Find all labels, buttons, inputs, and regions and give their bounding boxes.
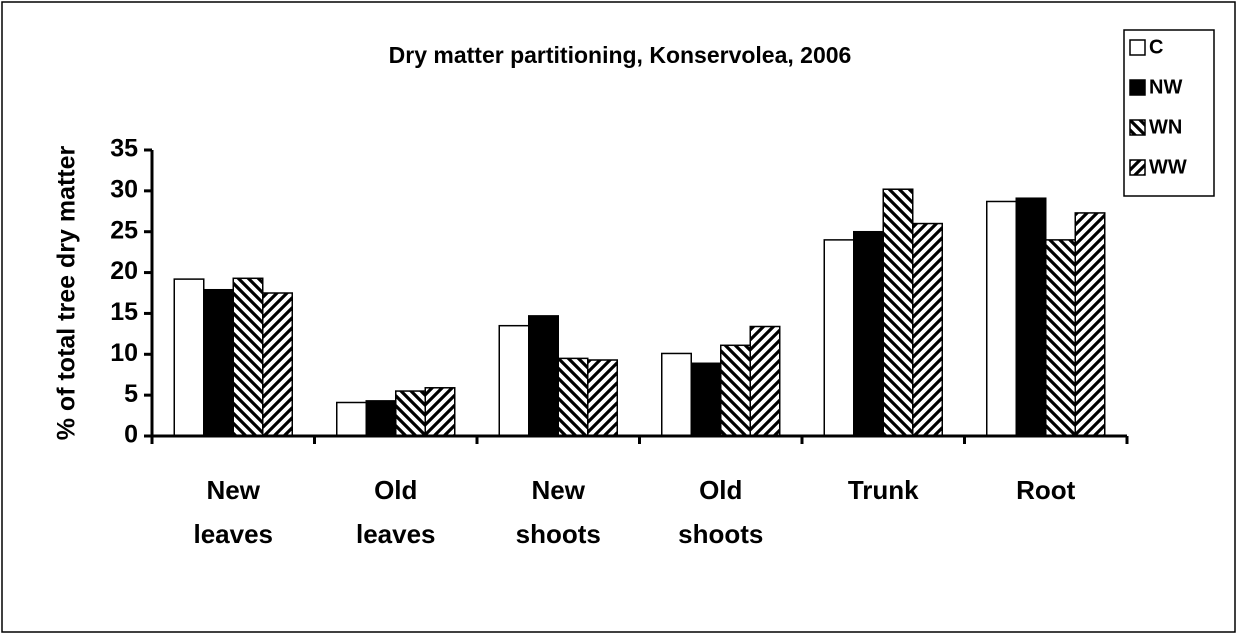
bar bbox=[661, 352, 692, 437]
bar bbox=[1015, 197, 1047, 437]
x-tick-label: Root bbox=[1016, 475, 1076, 505]
bar bbox=[690, 362, 722, 437]
bar bbox=[262, 292, 293, 437]
bar bbox=[336, 401, 367, 437]
bar bbox=[365, 400, 397, 437]
legend-swatch bbox=[1129, 79, 1146, 96]
legend-swatch bbox=[1129, 159, 1146, 176]
bar bbox=[986, 200, 1017, 437]
bar bbox=[203, 288, 234, 437]
bar bbox=[720, 344, 751, 437]
x-tick-label: Old shoots bbox=[678, 475, 763, 549]
legend-swatch bbox=[1129, 39, 1146, 56]
bar bbox=[912, 222, 943, 437]
bar bbox=[498, 324, 530, 437]
bar bbox=[587, 359, 618, 437]
x-tick-label: New leaves bbox=[193, 475, 273, 549]
y-axis-label: % of total tree dry matter bbox=[53, 145, 81, 440]
legend-swatch bbox=[1129, 119, 1146, 136]
legend-label: WW bbox=[1149, 156, 1187, 178]
y-tick-label: 20 bbox=[110, 257, 138, 285]
legend-label: NW bbox=[1149, 76, 1182, 98]
y-tick-label: 10 bbox=[110, 339, 138, 367]
bar bbox=[424, 387, 456, 437]
legend-label: WN bbox=[1149, 116, 1182, 138]
bar bbox=[528, 315, 559, 437]
x-tick-label: New shoots bbox=[516, 475, 601, 549]
y-tick-label: 25 bbox=[110, 216, 138, 244]
bar bbox=[1045, 239, 1076, 437]
bar bbox=[173, 278, 205, 437]
bar bbox=[557, 357, 589, 437]
bar bbox=[395, 390, 426, 437]
x-tick-label: Trunk bbox=[848, 475, 919, 505]
bar bbox=[1074, 212, 1106, 437]
y-tick-label: 5 bbox=[124, 380, 138, 408]
y-tick-label: 30 bbox=[110, 175, 138, 203]
bar bbox=[232, 277, 264, 437]
bar bbox=[749, 325, 781, 437]
y-tick-label: 15 bbox=[110, 298, 138, 326]
chart-title: Dry matter partitioning, Konservolea, 20… bbox=[389, 42, 852, 68]
x-tick-label: Old leaves bbox=[356, 475, 436, 549]
bar bbox=[882, 188, 914, 437]
legend-label: C bbox=[1149, 36, 1163, 58]
bar bbox=[853, 230, 884, 437]
y-tick-label: 35 bbox=[110, 135, 138, 163]
bar bbox=[823, 239, 855, 437]
y-tick-label: 0 bbox=[124, 421, 138, 449]
